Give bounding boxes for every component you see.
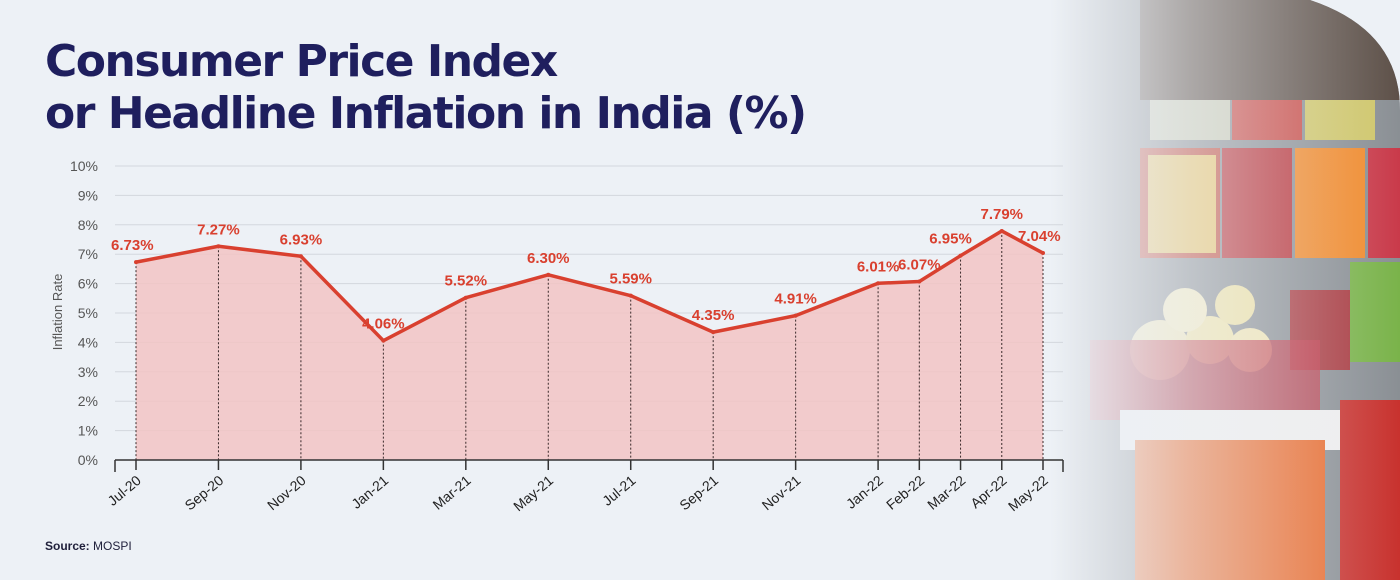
data-label: 4.06% <box>362 316 405 333</box>
data-point <box>876 281 881 286</box>
data-label: 6.93% <box>280 231 323 248</box>
data-label: 6.01% <box>857 258 900 275</box>
x-tick-label: Nov-21 <box>759 472 804 513</box>
y-tick-label: 1% <box>78 423 98 439</box>
y-tick-label: 8% <box>78 217 98 233</box>
data-point <box>917 279 922 284</box>
y-tick-label: 0% <box>78 452 98 468</box>
data-label: 6.30% <box>527 250 570 267</box>
y-tick-label: 3% <box>78 364 98 380</box>
data-point <box>546 272 551 277</box>
x-tick-label: Mar-22 <box>924 472 968 513</box>
data-label: 4.91% <box>774 291 817 308</box>
data-point <box>298 254 303 259</box>
source-value: MOSPI <box>93 539 132 553</box>
data-label: 6.73% <box>111 237 154 254</box>
data-point <box>1041 251 1045 256</box>
chart-title-line-2: or Headline Inflation in India (%) <box>45 88 807 139</box>
y-axis: 0% 1% 2% 3% 4% 5% 6% 7% 8% 9% 10% <box>70 158 98 468</box>
x-tick-label: Jan-21 <box>348 472 391 512</box>
data-label: 6.95% <box>929 231 972 248</box>
chart-title: Consumer Price Index or Headline Inflati… <box>45 36 807 140</box>
x-tick-label: Sep-20 <box>182 472 227 513</box>
x-tick-label: Feb-22 <box>883 472 927 513</box>
source-label: Source: <box>45 539 90 553</box>
y-tick-label: 4% <box>78 334 98 350</box>
y-axis-label: Inflation Rate <box>50 274 65 351</box>
data-labels: 6.73% 7.27% 6.93% 4.06% 5.52% 6.30% 5.59% 4.35%… <box>111 206 1061 333</box>
x-tick-label: Jul-20 <box>104 472 144 509</box>
drop-lines <box>135 230 1044 460</box>
data-label: 7.79% <box>980 206 1023 223</box>
data-point <box>216 244 221 249</box>
y-tick-label: 2% <box>78 393 98 409</box>
data-point <box>711 330 716 335</box>
x-tick-label: Jul-21 <box>599 472 639 509</box>
data-point <box>958 253 963 258</box>
data-label: 4.35% <box>692 307 735 324</box>
x-tick-label: Nov-20 <box>264 472 309 513</box>
area-layer <box>136 230 1043 460</box>
data-point <box>463 295 468 300</box>
data-label: 5.59% <box>609 271 652 288</box>
x-tick-label: Sep-21 <box>676 472 721 513</box>
x-tick-label: Jan-22 <box>843 472 886 512</box>
x-tick-label: Apr-22 <box>967 472 1010 511</box>
source-note: Source: MOSPI <box>45 539 132 553</box>
y-tick-label: 10% <box>70 158 98 174</box>
x-tick-label: May-21 <box>510 472 556 514</box>
y-tick-label: 6% <box>78 276 98 292</box>
line-layer <box>134 228 1045 343</box>
data-point <box>134 260 138 265</box>
data-label: 5.52% <box>445 273 488 290</box>
area-fill <box>136 230 1043 460</box>
x-tick-label: Mar-21 <box>429 472 473 513</box>
y-tick-label: 7% <box>78 246 98 262</box>
x-axis: Jul-20 Sep-20 Nov-20 Jan-21 Mar-21 May-21 Jul-… <box>104 459 1064 514</box>
data-point <box>793 313 798 318</box>
data-label: 7.04% <box>1018 228 1061 245</box>
data-point <box>999 228 1004 233</box>
chart-title-line-1: Consumer Price Index <box>45 36 558 87</box>
data-point <box>628 293 633 298</box>
data-point <box>381 338 386 343</box>
data-label: 7.27% <box>197 221 240 238</box>
series-line <box>135 229 1044 343</box>
y-tick-label: 5% <box>78 305 98 321</box>
x-tick-label: May-22 <box>1005 472 1051 514</box>
data-label: 6.07% <box>898 257 941 274</box>
y-tick-label: 9% <box>78 187 98 203</box>
